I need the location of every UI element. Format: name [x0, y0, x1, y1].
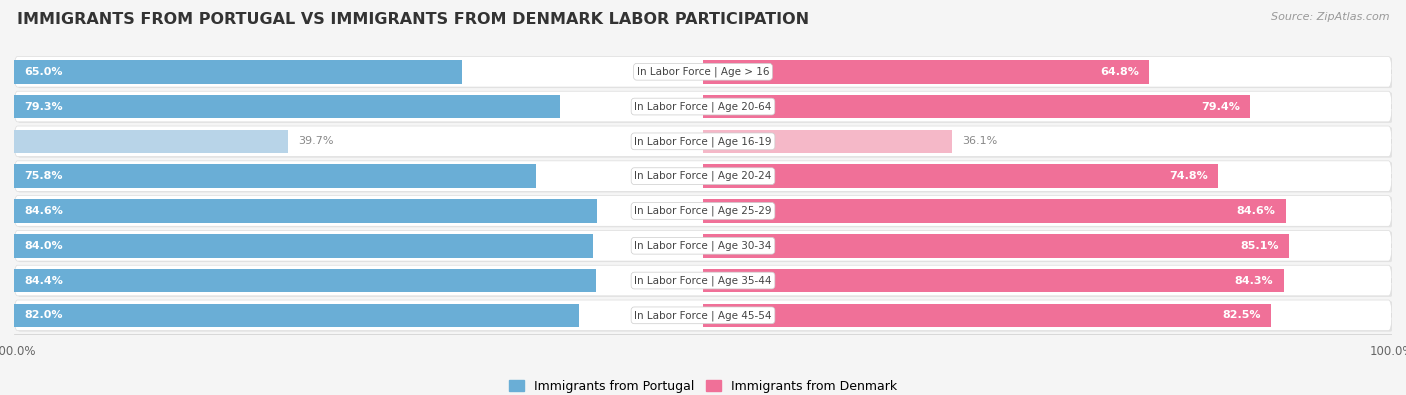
- Text: In Labor Force | Age 30-34: In Labor Force | Age 30-34: [634, 241, 772, 251]
- Text: 85.1%: 85.1%: [1240, 241, 1279, 251]
- Text: 84.6%: 84.6%: [1237, 206, 1275, 216]
- Text: 84.6%: 84.6%: [24, 206, 63, 216]
- FancyBboxPatch shape: [15, 231, 1393, 262]
- Text: 84.3%: 84.3%: [1234, 276, 1274, 286]
- Text: In Labor Force | Age > 16: In Labor Force | Age > 16: [637, 66, 769, 77]
- Bar: [703, 199, 1286, 223]
- Bar: [703, 60, 1150, 84]
- Text: In Labor Force | Age 20-24: In Labor Force | Age 20-24: [634, 171, 772, 181]
- FancyBboxPatch shape: [14, 161, 1392, 192]
- Bar: [703, 303, 1271, 327]
- Legend: Immigrants from Portugal, Immigrants from Denmark: Immigrants from Portugal, Immigrants fro…: [503, 375, 903, 395]
- Bar: [14, 303, 579, 327]
- Text: 82.5%: 82.5%: [1223, 310, 1261, 320]
- Bar: [14, 269, 596, 292]
- Bar: [703, 269, 1284, 292]
- FancyBboxPatch shape: [15, 266, 1393, 297]
- FancyBboxPatch shape: [15, 92, 1393, 123]
- Text: 64.8%: 64.8%: [1101, 67, 1139, 77]
- Text: 74.8%: 74.8%: [1170, 171, 1208, 181]
- Text: 84.0%: 84.0%: [24, 241, 63, 251]
- FancyBboxPatch shape: [14, 265, 1392, 296]
- Text: 79.4%: 79.4%: [1201, 102, 1240, 111]
- Text: In Labor Force | Age 35-44: In Labor Force | Age 35-44: [634, 275, 772, 286]
- Text: 39.7%: 39.7%: [298, 136, 333, 147]
- Bar: [14, 60, 463, 84]
- FancyBboxPatch shape: [14, 230, 1392, 261]
- FancyBboxPatch shape: [15, 162, 1393, 192]
- FancyBboxPatch shape: [14, 56, 1392, 87]
- Bar: [703, 164, 1219, 188]
- Bar: [14, 199, 598, 223]
- Text: 79.3%: 79.3%: [24, 102, 63, 111]
- FancyBboxPatch shape: [14, 300, 1392, 331]
- Text: 75.8%: 75.8%: [24, 171, 63, 181]
- Bar: [14, 130, 288, 153]
- FancyBboxPatch shape: [14, 91, 1392, 122]
- Text: In Labor Force | Age 25-29: In Labor Force | Age 25-29: [634, 206, 772, 216]
- Bar: [703, 234, 1289, 258]
- Text: In Labor Force | Age 16-19: In Labor Force | Age 16-19: [634, 136, 772, 147]
- Text: 36.1%: 36.1%: [962, 136, 997, 147]
- Bar: [703, 130, 952, 153]
- FancyBboxPatch shape: [14, 126, 1392, 157]
- Text: 84.4%: 84.4%: [24, 276, 63, 286]
- Text: Source: ZipAtlas.com: Source: ZipAtlas.com: [1271, 12, 1389, 22]
- FancyBboxPatch shape: [15, 301, 1393, 332]
- Bar: [14, 234, 593, 258]
- Text: IMMIGRANTS FROM PORTUGAL VS IMMIGRANTS FROM DENMARK LABOR PARTICIPATION: IMMIGRANTS FROM PORTUGAL VS IMMIGRANTS F…: [17, 12, 808, 27]
- FancyBboxPatch shape: [14, 196, 1392, 226]
- Text: In Labor Force | Age 45-54: In Labor Force | Age 45-54: [634, 310, 772, 321]
- FancyBboxPatch shape: [15, 127, 1393, 158]
- Text: 65.0%: 65.0%: [24, 67, 63, 77]
- Bar: [14, 95, 561, 118]
- Bar: [14, 164, 536, 188]
- FancyBboxPatch shape: [15, 197, 1393, 227]
- Text: 82.0%: 82.0%: [24, 310, 63, 320]
- Bar: [703, 95, 1250, 118]
- Text: In Labor Force | Age 20-64: In Labor Force | Age 20-64: [634, 101, 772, 112]
- FancyBboxPatch shape: [15, 58, 1393, 88]
